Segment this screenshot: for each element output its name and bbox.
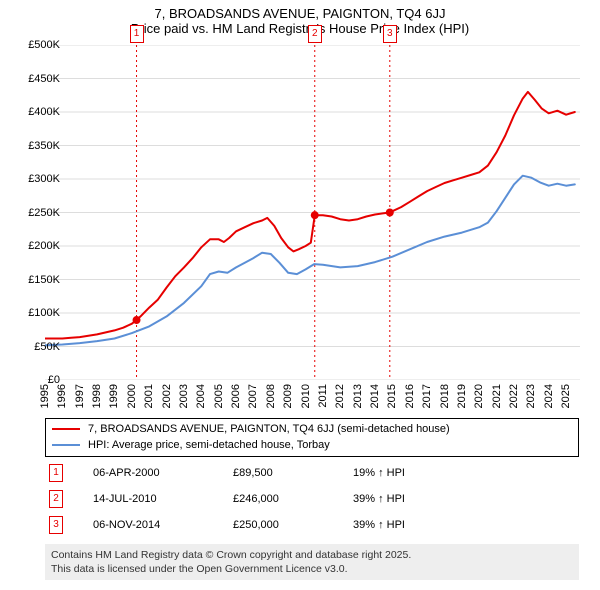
x-tick-label: 1998 xyxy=(91,384,103,408)
x-tick-label: 2021 xyxy=(491,384,503,408)
x-tick-label: 2016 xyxy=(404,384,416,408)
footer-line-1: Contains HM Land Registry data © Crown c… xyxy=(51,548,573,562)
x-tick-label: 2014 xyxy=(369,384,381,408)
sales-date-3: 06-NOV-2014 xyxy=(93,519,233,531)
sales-price-2: £246,000 xyxy=(233,493,353,505)
legend: 7, BROADSANDS AVENUE, PAIGNTON, TQ4 6JJ … xyxy=(45,418,579,457)
y-tick-label: £250K xyxy=(5,207,60,219)
title-line-2: Price paid vs. HM Land Registry's House … xyxy=(0,21,600,36)
x-tick-label: 2024 xyxy=(543,384,555,408)
x-tick-label: 2006 xyxy=(230,384,242,408)
y-tick-label: £0 xyxy=(5,374,60,386)
y-tick-label: £300K xyxy=(5,173,60,185)
y-tick-label: £500K xyxy=(5,39,60,51)
legend-label-hpi: HPI: Average price, semi-detached house,… xyxy=(88,439,330,451)
legend-row-property: 7, BROADSANDS AVENUE, PAIGNTON, TQ4 6JJ … xyxy=(52,421,572,437)
x-tick-label: 2018 xyxy=(439,384,451,408)
y-tick-label: £200K xyxy=(5,240,60,252)
title-line-1: 7, BROADSANDS AVENUE, PAIGNTON, TQ4 6JJ xyxy=(0,6,600,21)
x-tick-label: 2009 xyxy=(282,384,294,408)
sales-row-1: 1 06-APR-2000 £89,500 19% ↑ HPI xyxy=(45,460,579,486)
y-tick-label: £150K xyxy=(5,274,60,286)
x-tick-label: 2001 xyxy=(143,384,155,408)
sales-date-1: 06-APR-2000 xyxy=(93,467,233,479)
x-tick-label: 2019 xyxy=(456,384,468,408)
sales-row-2: 2 14-JUL-2010 £246,000 39% ↑ HPI xyxy=(45,486,579,512)
x-tick-label: 2010 xyxy=(300,384,312,408)
legend-swatch-hpi xyxy=(52,444,80,446)
x-tick-label: 1997 xyxy=(74,384,86,408)
footer-line-2: This data is licensed under the Open Gov… xyxy=(51,562,573,576)
x-tick-label: 2004 xyxy=(195,384,207,408)
chart-sale-marker-3: 3 xyxy=(383,25,397,43)
title-block: 7, BROADSANDS AVENUE, PAIGNTON, TQ4 6JJ … xyxy=(0,0,600,36)
y-tick-label: £50K xyxy=(5,341,60,353)
x-tick-label: 2017 xyxy=(421,384,433,408)
x-tick-label: 2020 xyxy=(473,384,485,408)
sales-price-3: £250,000 xyxy=(233,519,353,531)
sales-date-2: 14-JUL-2010 xyxy=(93,493,233,505)
chart-sale-marker-1: 1 xyxy=(130,25,144,43)
chart-svg xyxy=(45,45,580,380)
y-tick-label: £450K xyxy=(5,73,60,85)
x-tick-label: 2000 xyxy=(126,384,138,408)
x-tick-label: 1996 xyxy=(56,384,68,408)
x-tick-label: 2012 xyxy=(334,384,346,408)
x-tick-label: 2008 xyxy=(265,384,277,408)
sales-table: 1 06-APR-2000 £89,500 19% ↑ HPI 2 14-JUL… xyxy=(45,460,579,538)
x-tick-label: 2003 xyxy=(178,384,190,408)
x-tick-label: 2011 xyxy=(317,384,329,408)
chart-area xyxy=(45,45,580,380)
y-tick-label: £100K xyxy=(5,307,60,319)
sales-marker-1: 1 xyxy=(49,464,63,482)
sales-diff-2: 39% ↑ HPI xyxy=(353,493,579,505)
legend-swatch-property xyxy=(52,428,80,430)
legend-row-hpi: HPI: Average price, semi-detached house,… xyxy=(52,437,572,453)
y-tick-label: £350K xyxy=(5,140,60,152)
footer: Contains HM Land Registry data © Crown c… xyxy=(45,544,579,580)
x-tick-label: 2015 xyxy=(386,384,398,408)
legend-label-property: 7, BROADSANDS AVENUE, PAIGNTON, TQ4 6JJ … xyxy=(88,423,450,435)
sales-diff-1: 19% ↑ HPI xyxy=(353,467,579,479)
y-tick-label: £400K xyxy=(5,106,60,118)
x-tick-label: 2023 xyxy=(525,384,537,408)
x-tick-label: 2005 xyxy=(213,384,225,408)
x-tick-label: 1999 xyxy=(108,384,120,408)
x-tick-label: 2013 xyxy=(352,384,364,408)
x-tick-label: 2002 xyxy=(161,384,173,408)
sales-price-1: £89,500 xyxy=(233,467,353,479)
sales-marker-3: 3 xyxy=(49,516,63,534)
chart-sale-marker-2: 2 xyxy=(308,25,322,43)
x-tick-label: 2007 xyxy=(247,384,259,408)
sales-diff-3: 39% ↑ HPI xyxy=(353,519,579,531)
x-tick-label: 2025 xyxy=(560,384,572,408)
chart-container: 7, BROADSANDS AVENUE, PAIGNTON, TQ4 6JJ … xyxy=(0,0,600,590)
x-tick-label: 2022 xyxy=(508,384,520,408)
x-tick-label: 1995 xyxy=(39,384,51,408)
sales-marker-2: 2 xyxy=(49,490,63,508)
sales-row-3: 3 06-NOV-2014 £250,000 39% ↑ HPI xyxy=(45,512,579,538)
